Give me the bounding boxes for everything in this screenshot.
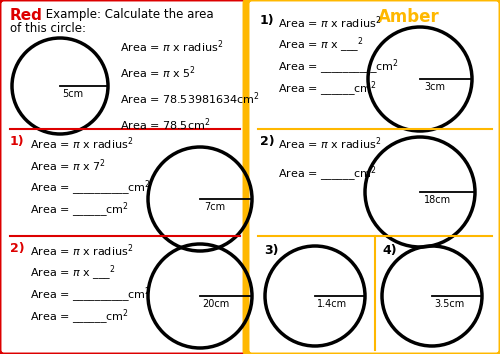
Text: 1): 1) <box>10 135 24 148</box>
Text: Amber: Amber <box>378 8 440 26</box>
Text: Area = $\pi$ x 7$^2$: Area = $\pi$ x 7$^2$ <box>30 157 106 173</box>
Text: 3.5cm: 3.5cm <box>434 299 464 309</box>
Text: Area = $\pi$ x radius$^2$: Area = $\pi$ x radius$^2$ <box>120 38 223 55</box>
Text: 20cm: 20cm <box>202 299 229 309</box>
Text: Area = __________cm$^2$: Area = __________cm$^2$ <box>30 179 151 198</box>
Text: Area = 78.53981634cm$^2$: Area = 78.53981634cm$^2$ <box>120 90 260 107</box>
Text: Area = $\pi$ x radius$^2$: Area = $\pi$ x radius$^2$ <box>278 135 381 152</box>
Text: Area = __________cm$^2$: Area = __________cm$^2$ <box>278 58 399 78</box>
Text: 18cm: 18cm <box>424 195 451 205</box>
Text: of this circle:: of this circle: <box>10 22 86 35</box>
Text: 7cm: 7cm <box>204 202 225 212</box>
Text: 1): 1) <box>260 14 274 27</box>
Text: Example: Calculate the area: Example: Calculate the area <box>42 8 214 21</box>
Text: Area = ______cm$^2$: Area = ______cm$^2$ <box>30 201 129 221</box>
Text: Area = $\pi$ x ___$^2$: Area = $\pi$ x ___$^2$ <box>30 264 116 284</box>
Text: 3): 3) <box>264 244 278 257</box>
Text: 2): 2) <box>10 242 24 255</box>
Text: Area = $\pi$ x radius$^2$: Area = $\pi$ x radius$^2$ <box>278 14 381 30</box>
Text: 5cm: 5cm <box>62 89 83 99</box>
Text: Area = ______cm$^2$: Area = ______cm$^2$ <box>278 165 377 184</box>
Text: Area = $\pi$ x ___$^2$: Area = $\pi$ x ___$^2$ <box>278 36 364 56</box>
Text: 2): 2) <box>260 135 274 148</box>
Text: Area = $\pi$ x radius$^2$: Area = $\pi$ x radius$^2$ <box>30 135 133 152</box>
Text: Area = ______cm$^2$: Area = ______cm$^2$ <box>278 80 377 99</box>
Text: Area = 78.5cm$^2$: Area = 78.5cm$^2$ <box>120 116 210 133</box>
Text: Area = $\pi$ x radius$^2$: Area = $\pi$ x radius$^2$ <box>30 242 133 259</box>
Text: Area = ______cm$^2$: Area = ______cm$^2$ <box>30 308 129 327</box>
Text: 4): 4) <box>382 244 396 257</box>
Text: Area = $\pi$ x 5$^2$: Area = $\pi$ x 5$^2$ <box>120 64 196 81</box>
Text: 3cm: 3cm <box>424 82 445 92</box>
FancyBboxPatch shape <box>246 0 500 354</box>
Text: 1.4cm: 1.4cm <box>317 299 347 309</box>
Text: Area = __________cm$^2$: Area = __________cm$^2$ <box>30 286 151 306</box>
Text: Red: Red <box>10 8 43 23</box>
FancyBboxPatch shape <box>0 0 248 354</box>
